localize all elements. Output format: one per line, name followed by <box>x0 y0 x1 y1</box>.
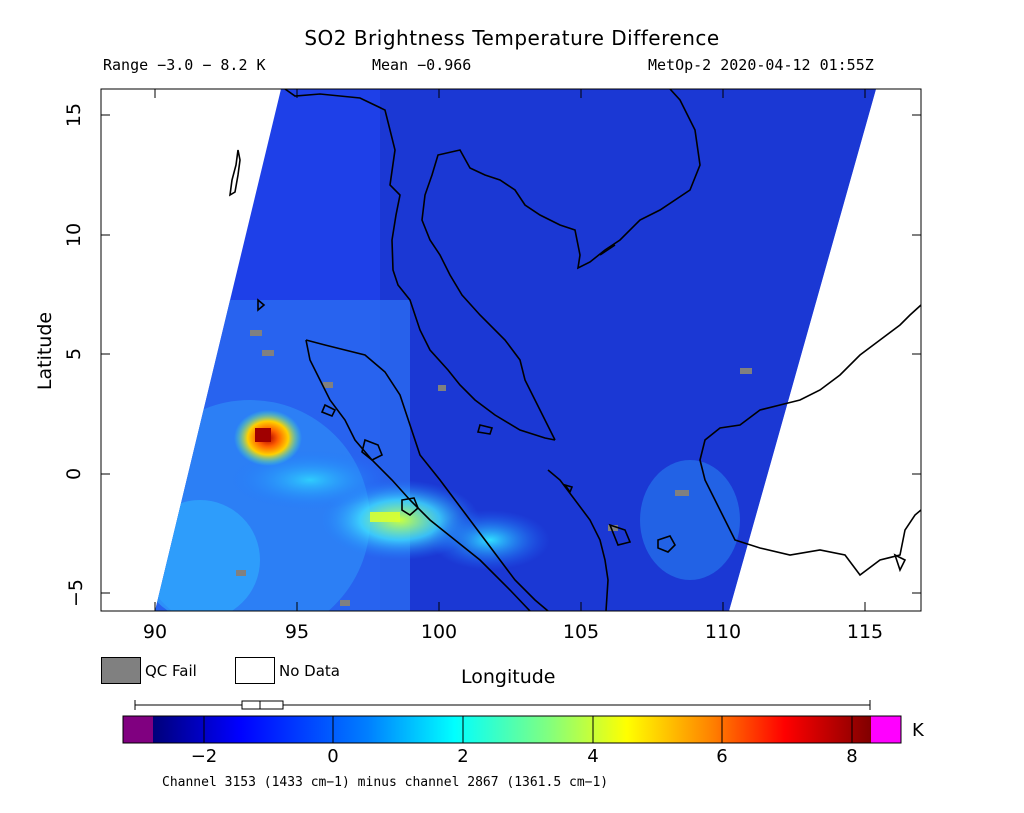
qc-fail-pixel <box>262 350 274 356</box>
x-tick-label: 90 <box>142 621 168 643</box>
y-axis-label: Latitude <box>34 311 57 391</box>
range-label: Range −3.0 − 8.2 K <box>103 56 266 74</box>
colorbar-tick-label: 2 <box>457 746 469 767</box>
qc-fail-label: QC Fail <box>145 662 197 680</box>
x-tick-label: 110 <box>704 621 742 643</box>
y-tick-label: 5 <box>63 347 86 361</box>
mean-label: Mean −0.966 <box>372 56 472 74</box>
tick-marks <box>101 89 921 611</box>
qc-fail-pixel <box>340 600 350 606</box>
y-tick-label: 15 <box>63 102 86 128</box>
x-tick-label: 115 <box>846 621 884 643</box>
colorbar-tick-label: 6 <box>716 746 728 767</box>
colorbar-tick-label: 0 <box>327 746 339 767</box>
plot-frame <box>100 88 922 612</box>
qc-fail-pixel <box>608 525 618 531</box>
qc-fail-swatch <box>101 657 141 684</box>
y-tick-label: −5 <box>65 578 88 608</box>
y-tick-label: 0 <box>63 467 86 481</box>
colorbar-unit: K <box>912 720 924 741</box>
qc-fail-pixel <box>250 330 262 336</box>
no-data-label: No Data <box>279 662 340 680</box>
y-tick-label: 10 <box>63 222 86 248</box>
x-tick-label: 105 <box>562 621 600 643</box>
plot-title: SO2 Brightness Temperature Difference <box>304 26 720 50</box>
qc-fail-pixel <box>236 570 246 576</box>
qc-fail-pixel <box>740 368 752 374</box>
colorbar-scale <box>153 716 871 743</box>
coastlines <box>228 89 921 611</box>
channel-footnote: Channel 3153 (1433 cm−1) minus channel 2… <box>162 775 609 790</box>
distribution-box-whisker <box>134 700 871 710</box>
colorbar-tick-label: −2 <box>190 746 218 767</box>
qc-fail-pixel <box>438 385 446 391</box>
x-tick-label: 95 <box>284 621 310 643</box>
no-data-swatch <box>235 657 275 684</box>
qc-fail-pixel <box>675 490 689 496</box>
colorbar-under <box>123 716 153 743</box>
colorbar-tick-label: 8 <box>846 746 858 767</box>
x-tick-label: 100 <box>420 621 458 643</box>
qc-fail-pixel <box>323 382 333 388</box>
swath-data <box>155 89 876 611</box>
colorbar-over <box>871 716 901 743</box>
colorbar <box>122 715 902 744</box>
so2-hotspot-peak <box>255 428 271 442</box>
colorbar-tick-label: 4 <box>587 746 599 767</box>
satellite-time-label: MetOp-2 2020-04-12 01:55Z <box>648 56 874 74</box>
x-axis-label: Longitude <box>461 666 556 688</box>
